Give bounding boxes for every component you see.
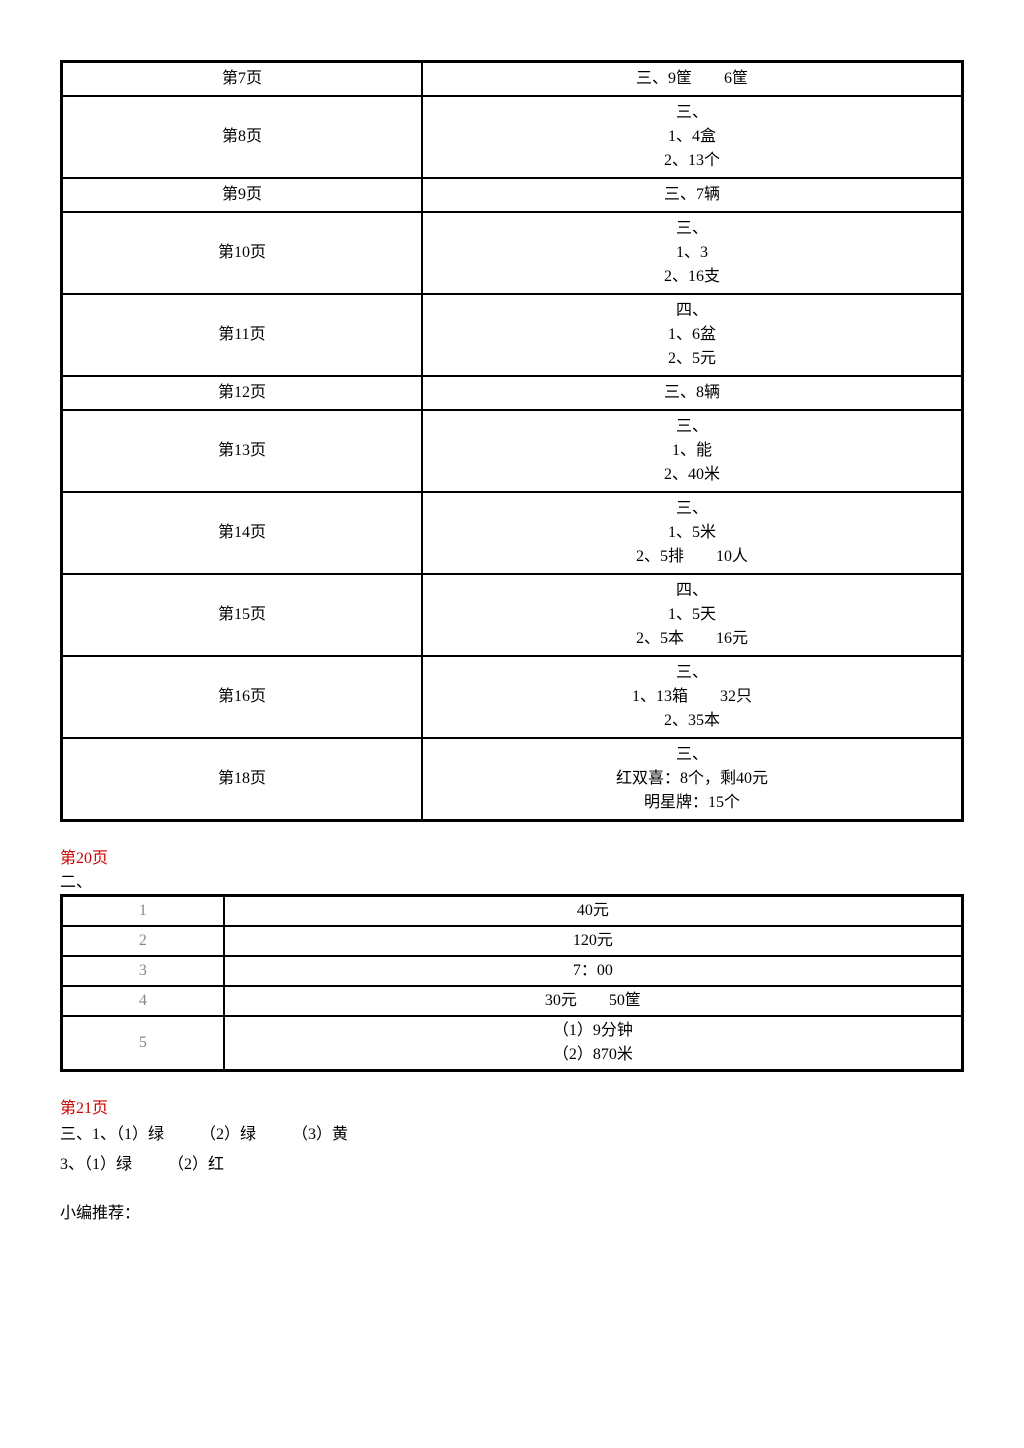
answer-cell: 三、8辆 bbox=[422, 376, 963, 410]
table-row: 第15页四、1、5天2、5本 16元 bbox=[62, 574, 963, 656]
page-cell: 第14页 bbox=[62, 492, 422, 574]
page-cell: 第10页 bbox=[62, 212, 422, 294]
answer-cell: 30元 50筐 bbox=[224, 986, 963, 1016]
answer-cell: 三、1、5米2、5排 10人 bbox=[422, 492, 963, 574]
answers-table-1: 第7页三、9筐 6筐第8页三、1、4盒2、13个第9页三、7辆第10页三、1、3… bbox=[60, 60, 964, 822]
page-cell: 第16页 bbox=[62, 656, 422, 738]
page-cell: 第9页 bbox=[62, 178, 422, 212]
answer-cell: 四、1、5天2、5本 16元 bbox=[422, 574, 963, 656]
table-row: 37：00 bbox=[62, 956, 963, 986]
table-row: 第18页三、红双喜：8个，剩40元明星牌：15个 bbox=[62, 738, 963, 821]
num-cell: 2 bbox=[62, 926, 224, 956]
page21-header: 第21页 bbox=[60, 1094, 964, 1118]
answer-cell: 三、1、13箱 32只2、35本 bbox=[422, 656, 963, 738]
page-cell: 第15页 bbox=[62, 574, 422, 656]
page21-line2: 3、（1）绿（2）红 bbox=[60, 1152, 964, 1178]
table-row: 第9页三、7辆 bbox=[62, 178, 963, 212]
answer-cell: 三、红双喜：8个，剩40元明星牌：15个 bbox=[422, 738, 963, 821]
table-row: 第16页三、1、13箱 32只2、35本 bbox=[62, 656, 963, 738]
answer-cell: 三、9筐 6筐 bbox=[422, 62, 963, 97]
answer-cell: 三、7辆 bbox=[422, 178, 963, 212]
num-cell: 4 bbox=[62, 986, 224, 1016]
num-cell: 1 bbox=[62, 896, 224, 927]
table-row: 第13页三、1、能2、40米 bbox=[62, 410, 963, 492]
answer-cell: 四、1、6盆2、5元 bbox=[422, 294, 963, 376]
table-row: 5（1）9分钟（2）870米 bbox=[62, 1016, 963, 1071]
editor-recommend-label: 小编推荐： bbox=[60, 1199, 964, 1223]
page20-subhead: 二、 bbox=[60, 868, 964, 892]
answer-cell: （1）9分钟（2）870米 bbox=[224, 1016, 963, 1071]
table-row: 140元 bbox=[62, 896, 963, 927]
answer-cell: 三、1、能2、40米 bbox=[422, 410, 963, 492]
page20-header: 第20页 bbox=[60, 844, 964, 868]
table-row: 第7页三、9筐 6筐 bbox=[62, 62, 963, 97]
page-cell: 第8页 bbox=[62, 96, 422, 178]
page-cell: 第18页 bbox=[62, 738, 422, 821]
answer-cell: 三、1、32、16支 bbox=[422, 212, 963, 294]
page-cell: 第11页 bbox=[62, 294, 422, 376]
answer-cell: 120元 bbox=[224, 926, 963, 956]
table-row: 第14页三、1、5米2、5排 10人 bbox=[62, 492, 963, 574]
num-cell: 3 bbox=[62, 956, 224, 986]
table-row: 第10页三、1、32、16支 bbox=[62, 212, 963, 294]
table-row: 第8页三、1、4盒2、13个 bbox=[62, 96, 963, 178]
answer-cell: 7：00 bbox=[224, 956, 963, 986]
page21-line1: 三、1、（1）绿（2）绿（3）黄 bbox=[60, 1122, 964, 1148]
answers-table-2: 140元2120元37：00430元 50筐5（1）9分钟（2）870米 bbox=[60, 894, 964, 1072]
answer-cell: 三、1、4盒2、13个 bbox=[422, 96, 963, 178]
table-row: 第12页三、8辆 bbox=[62, 376, 963, 410]
page-cell: 第13页 bbox=[62, 410, 422, 492]
answer-cell: 40元 bbox=[224, 896, 963, 927]
table-row: 430元 50筐 bbox=[62, 986, 963, 1016]
table-row: 2120元 bbox=[62, 926, 963, 956]
page-cell: 第7页 bbox=[62, 62, 422, 97]
table-row: 第11页四、1、6盆2、5元 bbox=[62, 294, 963, 376]
num-cell: 5 bbox=[62, 1016, 224, 1071]
page-cell: 第12页 bbox=[62, 376, 422, 410]
